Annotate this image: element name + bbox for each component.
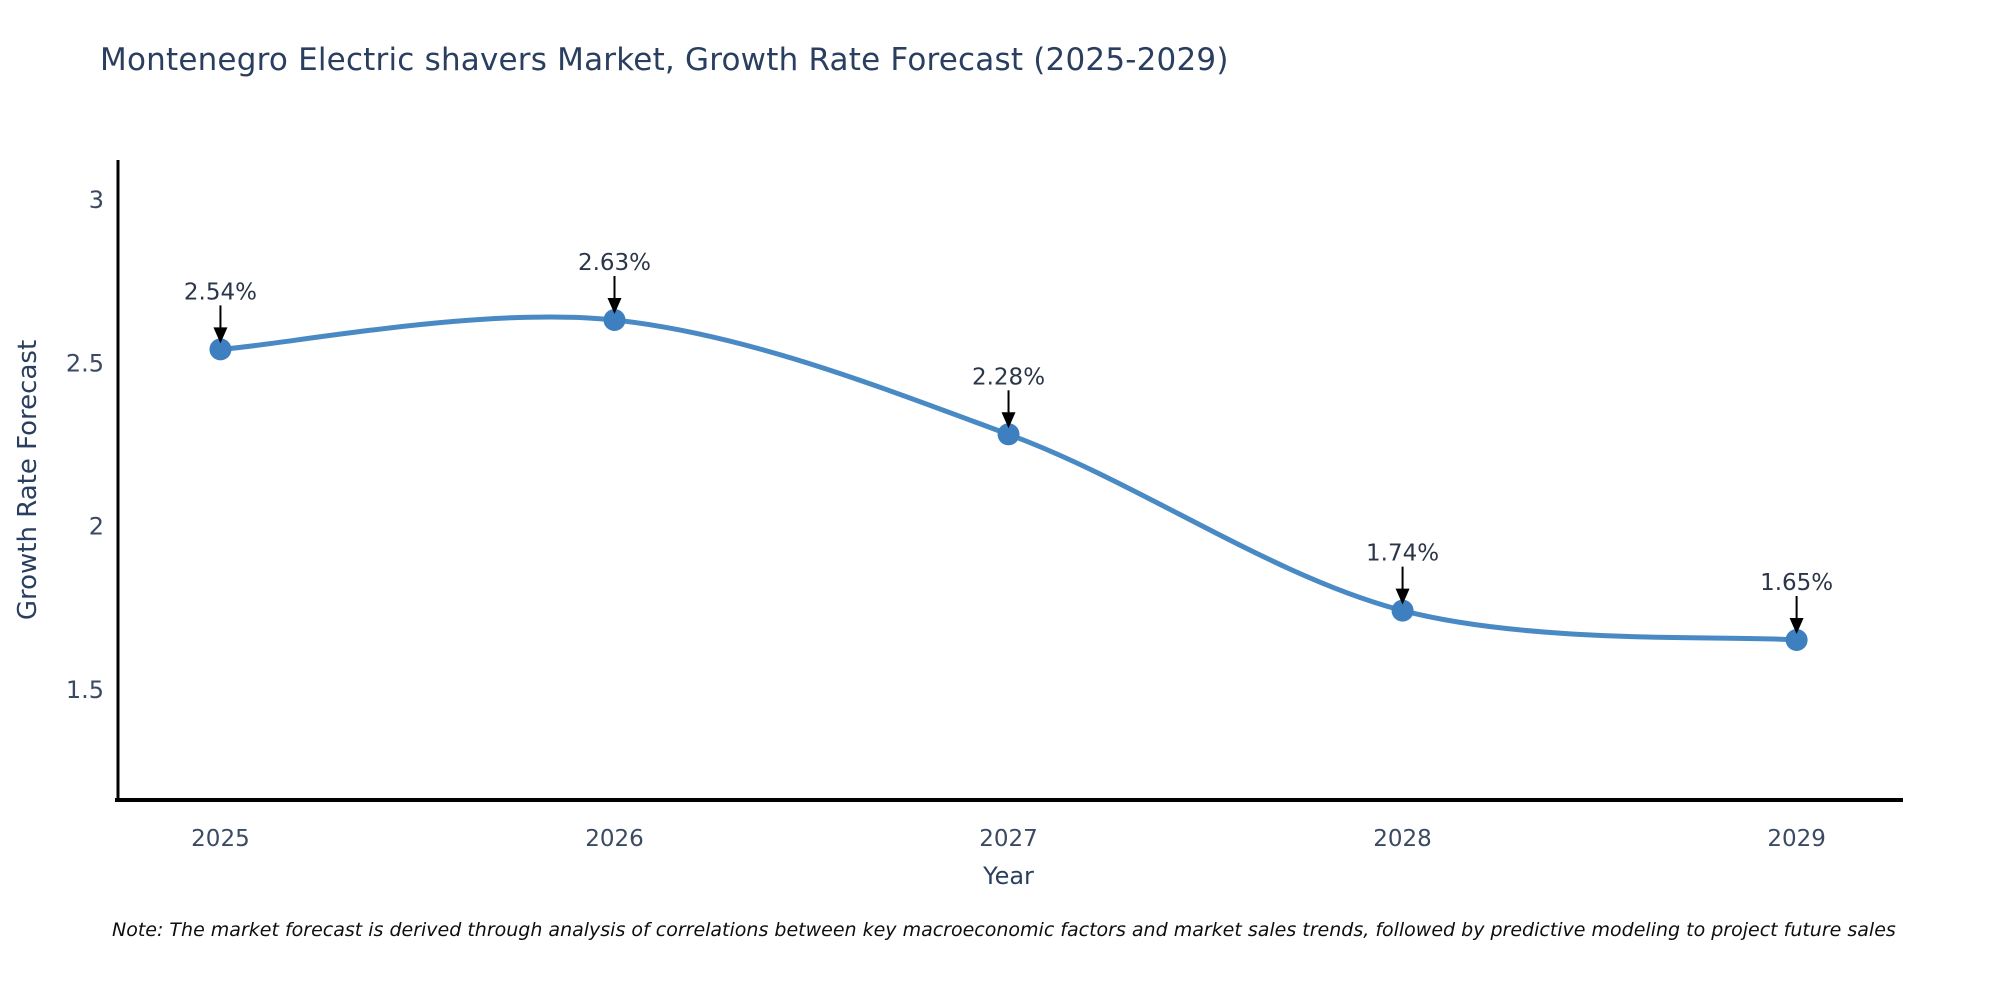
footnote: Note: The market forecast is derived thr… — [112, 919, 1896, 941]
x-tick-label: 2027 — [979, 826, 1038, 852]
annotation-label: 2.63% — [578, 250, 651, 276]
annotation-arrow-head — [1789, 618, 1804, 634]
x-axis-title: Year — [982, 862, 1034, 890]
y-tick-label: 2.5 — [66, 349, 104, 377]
y-tick-label: 2 — [89, 513, 104, 541]
annotation-label: 2.28% — [972, 364, 1045, 390]
annotation-arrow-head — [1395, 588, 1410, 605]
annotation-arrow-head — [213, 327, 228, 344]
x-tick-label: 2026 — [585, 826, 644, 852]
data-point-marker-2028 — [1391, 599, 1414, 622]
annotation-label: 1.65% — [1760, 570, 1833, 596]
annotation-arrow-head — [1001, 412, 1016, 429]
annotation-label: 2.54% — [184, 279, 257, 305]
y-tick-label: 3 — [89, 186, 104, 214]
data-point-marker-2029 — [1785, 629, 1808, 651]
data-point-marker-2026 — [603, 309, 626, 331]
x-tick-label: 2028 — [1373, 826, 1432, 852]
data-point-marker-2027 — [997, 423, 1020, 446]
y-tick-label: 1.5 — [66, 676, 104, 704]
annotation-arrow-head — [607, 298, 622, 314]
y-axis-title: Growth Rate Forecast — [13, 340, 43, 620]
annotation-label: 1.74% — [1366, 541, 1439, 567]
x-tick-label: 2025 — [191, 826, 250, 852]
chart-title: Montenegro Electric shavers Market, Grow… — [100, 42, 1229, 78]
data-point-marker-2025 — [209, 338, 232, 361]
x-tick-label: 2029 — [1767, 826, 1826, 852]
